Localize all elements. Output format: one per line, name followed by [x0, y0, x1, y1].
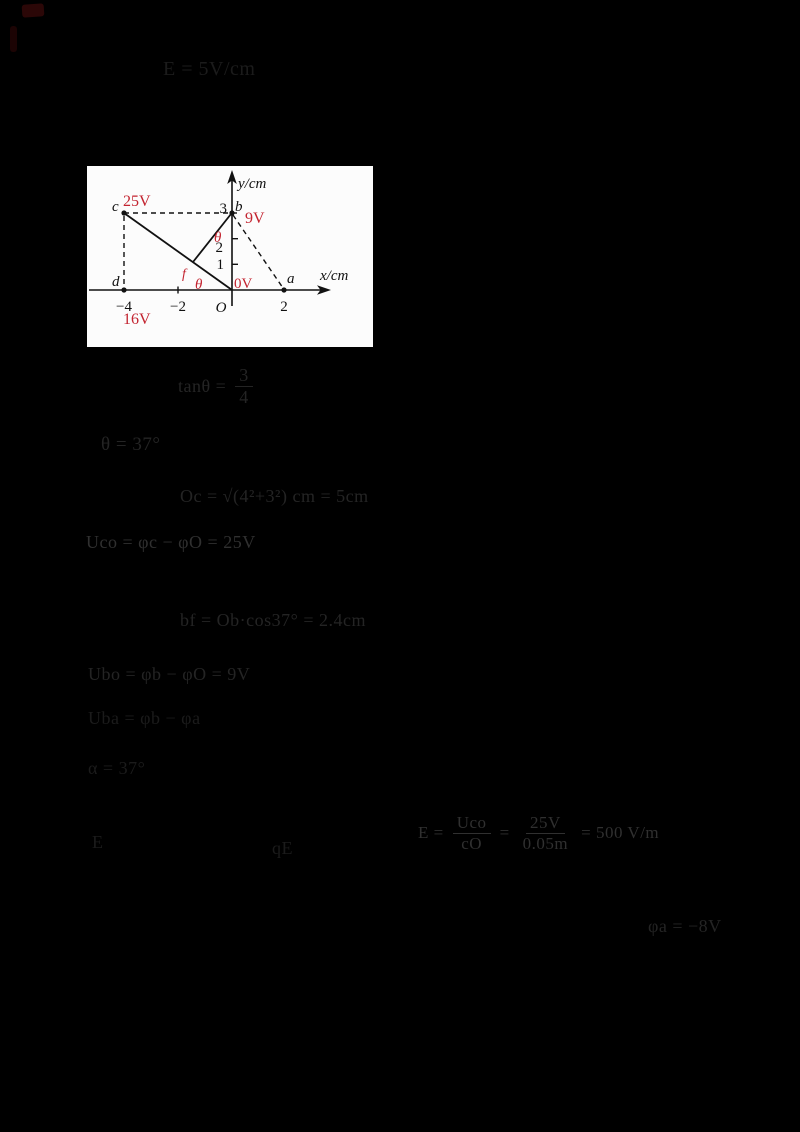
line-c-to-origin: [123, 212, 233, 291]
tick-label-x-minus2: −2: [170, 299, 186, 315]
label-b: b: [235, 199, 243, 215]
solution-line-oc: Oc = √(4²+3²) cm = 5cm: [180, 486, 369, 506]
solution-line-qe: qE: [272, 838, 293, 858]
tick-label-y1: 1: [217, 257, 225, 273]
tan-fraction: 3 4: [235, 366, 253, 407]
voltage-c: 25V: [123, 193, 151, 210]
line-b-to-f: [192, 213, 232, 263]
point-a: [281, 287, 287, 293]
diagram-canvas: y/cm x/cm c b d a O f 25V 9V 16V 0V θ θ …: [89, 170, 348, 328]
e-equals: =: [499, 823, 510, 843]
solution-line-theta: θ = 37°: [101, 434, 161, 455]
solution-line-uba: Uba = φb − φa: [88, 708, 201, 728]
point-b: [229, 210, 235, 216]
voltage-b: 9V: [245, 210, 265, 227]
y-axis-label: y/cm: [236, 176, 266, 192]
e-frac1-denominator: cO: [461, 833, 483, 853]
tick-label-x-minus4: −4: [116, 299, 132, 315]
label-d: d: [112, 274, 120, 290]
solution-line-bf: bf = Ob·cos37° = 2.4cm: [180, 610, 366, 630]
solution-line-phi-a: φa = −8V: [648, 916, 722, 936]
coordinate-diagram: y/cm x/cm c b d a O f 25V 9V 16V 0V θ θ …: [87, 166, 373, 347]
y-axis-arrow-icon: [227, 170, 237, 184]
voltage-origin: 0V: [234, 276, 253, 292]
point-d: [121, 287, 127, 293]
e-result: = 500 V/m: [581, 823, 660, 843]
solution-line-e-equation: E = Uco cO = 25V 0.05m = 500 V/m: [418, 814, 659, 853]
label-a: a: [287, 271, 295, 287]
angle-theta-at-origin: θ: [195, 277, 203, 293]
corner-red-smudge-2: [10, 26, 17, 52]
solution-line-ubo: Ubo = φb − φO = 9V: [88, 664, 251, 684]
x-axis-label: x/cm: [319, 268, 348, 284]
tick-label-y3: 3: [220, 201, 228, 217]
tick-label-x-2: 2: [280, 299, 288, 315]
voltage-d: 16V: [123, 311, 151, 328]
angle-theta-at-b: θ: [214, 230, 222, 246]
label-origin: O: [216, 300, 227, 316]
e-frac2-denominator: 0.05m: [522, 833, 569, 853]
tick-label-y2: 2: [216, 240, 224, 256]
e-frac2-numerator: 25V: [526, 814, 565, 834]
solution-line-alpha: α = 37°: [88, 758, 146, 778]
corner-red-smudge: [21, 3, 45, 18]
tan-denominator: 4: [239, 386, 249, 407]
e-frac1-numerator: Uco: [452, 814, 491, 834]
tan-lhs: tanθ =: [178, 375, 227, 396]
solution-line-tan: tanθ = 3 4: [178, 366, 257, 407]
e-fraction-1: Uco cO: [452, 814, 491, 853]
solution-line-uco: Uco = φc − φO = 25V: [86, 532, 256, 552]
e-fraction-2: 25V 0.05m: [519, 814, 572, 853]
e-lhs: E =: [418, 823, 444, 843]
point-c: [121, 210, 127, 216]
label-c: c: [112, 199, 119, 215]
solution-line-e-lead: E: [92, 832, 104, 852]
solution-line-1: E = 5V/cm: [163, 58, 256, 80]
x-axis-arrow-icon: [317, 285, 331, 295]
dashed-line-b-to-a: [232, 214, 284, 289]
tan-numerator: 3: [235, 366, 253, 387]
label-f: f: [182, 267, 188, 282]
